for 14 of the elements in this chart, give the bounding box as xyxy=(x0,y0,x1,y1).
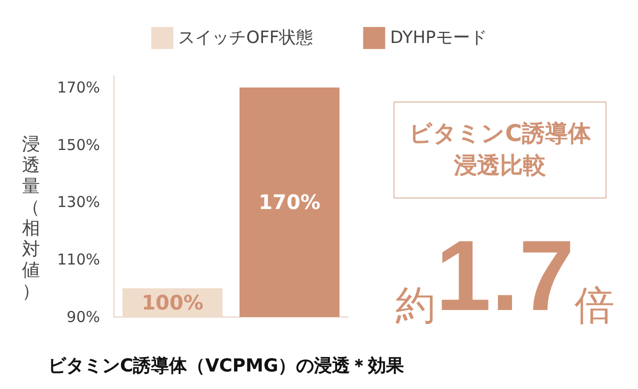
y-tick-label: 110% xyxy=(57,250,100,269)
data-label: 170% xyxy=(258,190,320,214)
legend-label: DYHPモード xyxy=(390,28,487,48)
text: 約1.7倍 xyxy=(395,220,615,332)
text: ビタミンC誘導体 xyxy=(409,121,592,147)
y-tick-label: 170% xyxy=(57,78,100,96)
y-tick-label: 150% xyxy=(57,136,100,154)
data-label: 100% xyxy=(142,290,204,315)
text: 浸透比較 xyxy=(453,153,547,179)
legend-label: スイッチOFF状態 xyxy=(178,28,314,48)
y-tick-label: 90% xyxy=(66,308,100,326)
y-tick-label: 130% xyxy=(57,193,100,212)
y-axis-title: 浸透量（相対値） xyxy=(22,134,40,302)
text: ビタミンC誘導体（VCPMG）の浸透＊効果 xyxy=(48,356,406,376)
